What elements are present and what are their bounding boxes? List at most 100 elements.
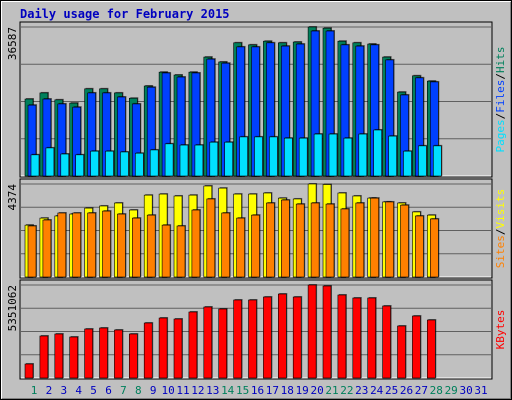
bar [129,333,138,379]
bar [292,296,302,379]
bar [426,319,436,379]
legend-entry: KBytes [494,310,507,350]
bar [248,299,257,379]
bar [209,141,219,177]
bar [114,329,123,379]
bar [429,218,439,278]
x-tick-label: 30 [459,384,472,397]
legend: Pages/Files/Hits [494,47,507,153]
x-tick-label: 9 [150,384,157,397]
bar [143,322,153,379]
bar [307,284,317,379]
bar [355,202,365,278]
x-tick-label: 29 [445,384,458,397]
bar [400,204,409,278]
legend-separator: / [494,113,507,120]
bar [280,199,290,278]
bar [343,137,353,177]
x-tick-label: 8 [135,384,142,397]
bar [412,315,421,379]
bar [283,137,293,177]
bar [340,208,350,278]
bar [263,296,272,379]
x-tick-label: 22 [340,384,353,397]
bar [236,217,245,278]
bar [194,144,204,177]
bar [57,212,67,278]
x-tick-label: 4 [75,384,82,397]
bar [75,154,84,177]
bar [54,333,64,379]
bar [105,150,114,177]
bar [221,212,230,278]
x-tick-label: 18 [281,384,294,397]
x-tick-label: 2 [46,384,53,397]
x-tick-label: 19 [296,384,309,397]
bar [27,225,37,278]
bar [239,136,248,177]
bar [120,151,129,177]
x-tick-label: 14 [221,384,235,397]
bar [254,136,263,177]
x-tick-label: 3 [60,384,67,397]
bar [370,197,380,278]
bar [218,308,227,379]
bar [322,285,332,379]
bar [367,297,377,379]
x-tick-label: 7 [120,384,127,397]
x-tick-label: 5 [90,384,97,397]
bar [90,150,99,177]
bar [325,203,335,278]
y-max-label: 36587 [6,27,19,60]
legend-entry: Pages [494,119,507,152]
bar [298,137,308,177]
x-tick-label: 17 [266,384,279,397]
bar [397,325,406,379]
bar [373,129,383,177]
bar [176,225,186,278]
bar [161,224,171,278]
bar [158,317,168,379]
x-tick-label: 11 [176,384,189,397]
bar [415,215,424,278]
bar [418,145,427,177]
bar [295,203,305,278]
legend: Sites/Visits [494,189,507,269]
bar [328,133,338,177]
bar [87,212,96,278]
y-max-label: 5351062 [6,285,19,331]
bar [313,133,323,177]
legend-entry: Visits [494,189,507,229]
chart-title: Daily usage for February 2015 [20,7,230,21]
y-max-label: 4374 [6,184,19,211]
bar [135,152,144,177]
bar [42,219,52,278]
legend-separator: / [494,73,507,80]
bar [30,154,40,177]
bar [432,145,442,177]
bar [385,201,394,278]
legend: KBytes [494,310,507,350]
bar [69,336,78,379]
bar [188,311,198,379]
bar [99,327,108,379]
x-tick-label: 13 [206,384,219,397]
bar [251,214,260,278]
x-tick-label: 15 [236,384,249,397]
legend-entry: Sites [494,235,507,268]
bar [60,153,70,177]
bar [224,141,233,177]
bar [146,214,156,278]
x-tick-label: 10 [161,384,174,397]
x-tick-label: 31 [474,384,487,397]
bar [266,202,275,278]
x-tick-label: 21 [325,384,338,397]
x-tick-label: 27 [415,384,428,397]
bar [24,363,34,379]
bar [84,328,93,379]
bar [117,213,126,278]
x-tick-label: 24 [370,384,384,397]
legend-entry: Files [494,80,507,113]
bar [388,135,397,177]
